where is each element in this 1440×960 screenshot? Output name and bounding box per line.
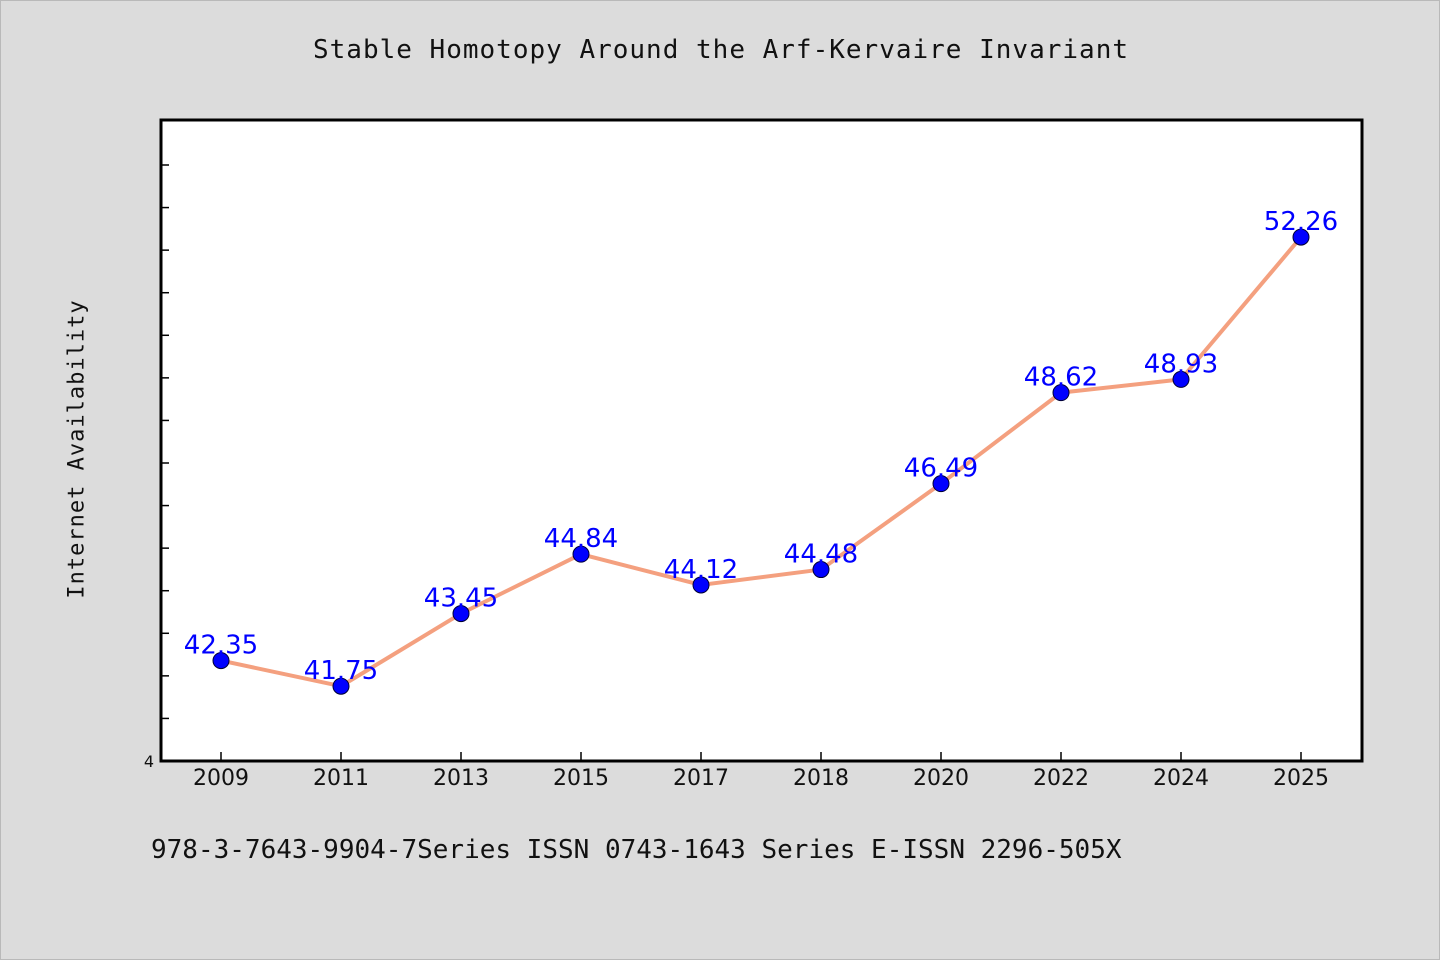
- series-line: [220, 235, 1303, 689]
- data-labels: 42.35 41.75 43.45 44.84 44.12 44.48 46.49 48.62…: [184, 207, 1338, 686]
- x-tick-label: 2018: [793, 766, 849, 791]
- y-axis-ticks: 4: [144, 164, 169, 771]
- x-tick-label: 2009: [193, 766, 249, 791]
- footer-isbn: 978-3-7643-9904-7Series ISSN 0743-1643 S…: [151, 835, 1122, 865]
- data-point: [932, 475, 950, 493]
- data-label: 44.12: [664, 555, 738, 585]
- x-tick-label: 2022: [1033, 766, 1089, 791]
- x-tick-label: 2015: [553, 766, 609, 791]
- plot-area: [159, 118, 1364, 763]
- data-label: 42.35: [184, 631, 258, 661]
- data-label: 52.26: [1264, 207, 1338, 237]
- data-point: [452, 605, 470, 623]
- y-tick-label: 4: [144, 752, 154, 771]
- data-point: [1172, 370, 1190, 388]
- data-point: [212, 652, 230, 670]
- chart-title: Stable Homotopy Around the Arf-Kervaire …: [312, 35, 1129, 65]
- data-label: 44.48: [784, 540, 858, 570]
- data-label: 46.49: [904, 454, 978, 484]
- data-point: [332, 677, 350, 695]
- x-tick-label: 2013: [433, 766, 489, 791]
- data-point: [812, 561, 830, 579]
- x-tick-label: 2020: [913, 766, 969, 791]
- data-markers: [212, 228, 1310, 695]
- data-label: 48.62: [1024, 363, 1098, 393]
- data-label: 44.84: [544, 524, 618, 554]
- data-point: [692, 576, 710, 594]
- data-label: 48.93: [1144, 349, 1218, 379]
- x-axis-ticks: 2009 2011 2013 2015 2017 2018 2020 2022 2024 2025: [193, 752, 1329, 791]
- x-tick-label: 2017: [673, 766, 729, 791]
- data-point: [572, 545, 590, 563]
- data-point: [1052, 384, 1070, 402]
- data-point: [1292, 228, 1310, 246]
- x-tick-label: 2025: [1273, 766, 1329, 791]
- x-tick-label: 2011: [313, 766, 369, 791]
- data-label: 41.75: [304, 656, 378, 686]
- x-tick-label: 2024: [1153, 766, 1209, 791]
- data-label: 43.45: [424, 584, 498, 614]
